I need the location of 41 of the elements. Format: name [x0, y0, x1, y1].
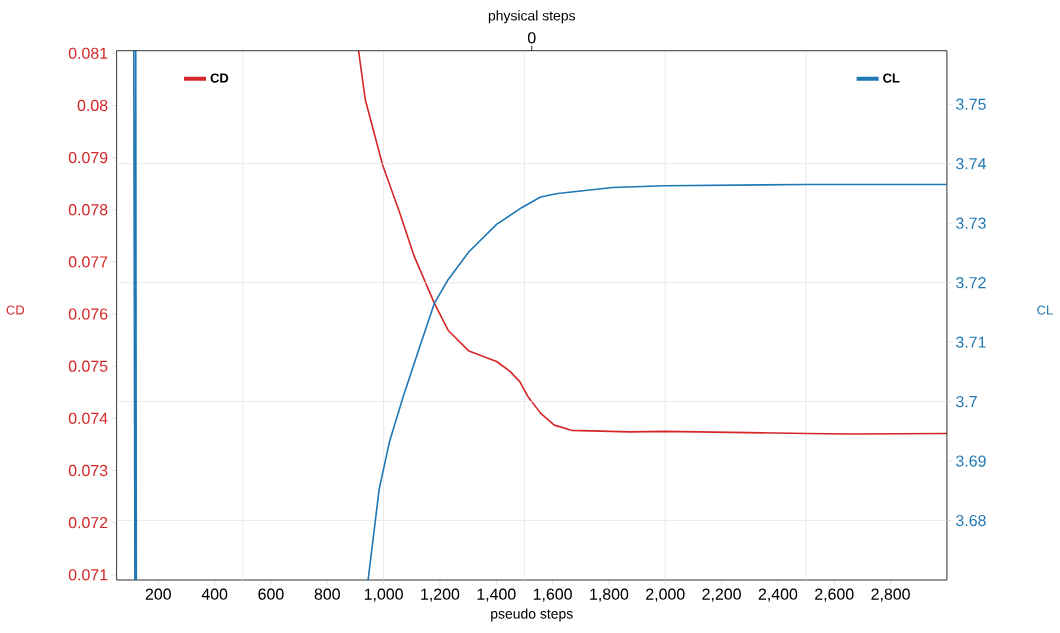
x-axis-title: pseudo steps: [491, 608, 573, 622]
x-tick-label: 1,400: [477, 588, 516, 602]
y2-tick-label: 3.72: [956, 277, 986, 289]
y2-tick-label: 3.74: [956, 158, 986, 170]
y2-tick-label: 3.73: [956, 217, 986, 229]
y-tick-label: 0.074: [68, 412, 108, 424]
y-tick-label: 0.073: [68, 464, 108, 477]
x-tick-label: 1,800: [590, 588, 629, 602]
y-tick-label: 0.076: [68, 308, 108, 320]
y2-tick-label: 3.75: [956, 98, 986, 110]
line-series: [357, 50, 947, 435]
y2-tick-label: 3.7: [956, 395, 977, 408]
x-tick-label: 1,600: [533, 588, 572, 602]
x-tick-label: 1,200: [421, 588, 460, 602]
x-tick-label: 200: [145, 588, 171, 600]
x-tick-label: 2,600: [815, 588, 854, 602]
y2-axis-title: CL: [1037, 305, 1053, 315]
legend-label: CL: [883, 73, 900, 83]
y-tick-label: 0.079: [68, 151, 108, 164]
x-tick-label: 1,000: [364, 588, 403, 602]
y-tick-label: 0.075: [68, 360, 108, 372]
text: 0: [527, 32, 536, 44]
x-tick-label: 2,400: [758, 588, 798, 602]
x-tick-label: 600: [258, 588, 284, 600]
legend-label: CD: [210, 73, 229, 83]
y-tick-label: 0.081: [68, 47, 108, 59]
x-tick-label: 2,000: [646, 588, 685, 602]
x2-axis-title: physical steps: [488, 10, 576, 24]
y-axis-title: CD: [6, 305, 25, 315]
x-tick-label: 2,200: [702, 588, 741, 602]
y-tick-label: 0.078: [68, 204, 108, 216]
y2-tick-label: 3.69: [956, 455, 986, 467]
y-tick-label: 0.071: [68, 569, 108, 581]
x-tick-label: 2,800: [871, 588, 910, 602]
y-tick-label: 0.077: [68, 256, 108, 268]
x-tick-label: 400: [201, 588, 228, 600]
y-tick-label: 0.08: [77, 99, 108, 112]
x-tick-label: 800: [314, 588, 340, 600]
y2-tick-label: 3.68: [956, 514, 986, 527]
y-tick-label: 0.072: [68, 517, 108, 529]
y2-tick-label: 3.71: [956, 336, 986, 348]
